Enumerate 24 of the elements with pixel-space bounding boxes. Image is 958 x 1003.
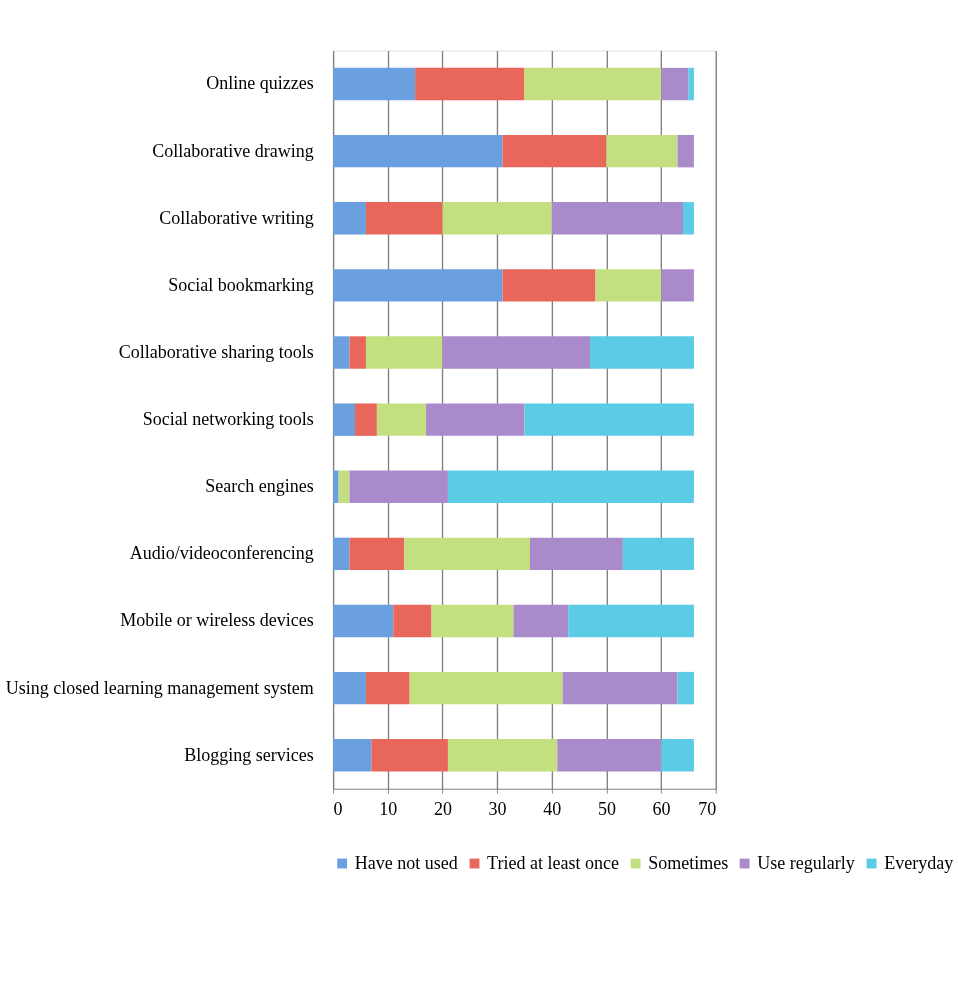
y-tick-label: Social bookmarking [168,274,314,295]
x-tick-label: 10 [379,799,398,820]
x-tick-label: 70 [698,799,717,820]
x-tick-label: 0 [333,799,343,820]
legend-label: Sometimes [648,852,729,873]
x-tick-label: 50 [597,799,616,820]
x-tick-label: 40 [543,799,562,820]
x-tick-label: 60 [652,799,671,820]
y-tick-label: Search engines [205,476,314,497]
y-tick-label: Audio/videoconferencing [129,543,314,564]
legend-label: Have not used [354,852,458,873]
x-tick-label: 20 [433,799,452,820]
y-tick-label: Collaborative sharing tools [118,341,314,362]
y-tick-label: Online quizzes [206,73,314,94]
x-tick-label: 30 [488,799,507,820]
y-tick-label: Blogging services [184,744,314,765]
y-tick-label: Social networking tools [142,409,314,430]
y-tick-label: Collaborative writing [159,207,314,228]
y-tick-label: Using closed learning management system [5,677,314,698]
y-tick-label: Collaborative drawing [152,140,314,161]
legend-label: Everyday [884,852,954,873]
legend-label: Tried at least once [487,852,619,873]
y-tick-label: Mobile or wireless devices [120,610,314,631]
legend-label: Use regularly [757,852,855,873]
